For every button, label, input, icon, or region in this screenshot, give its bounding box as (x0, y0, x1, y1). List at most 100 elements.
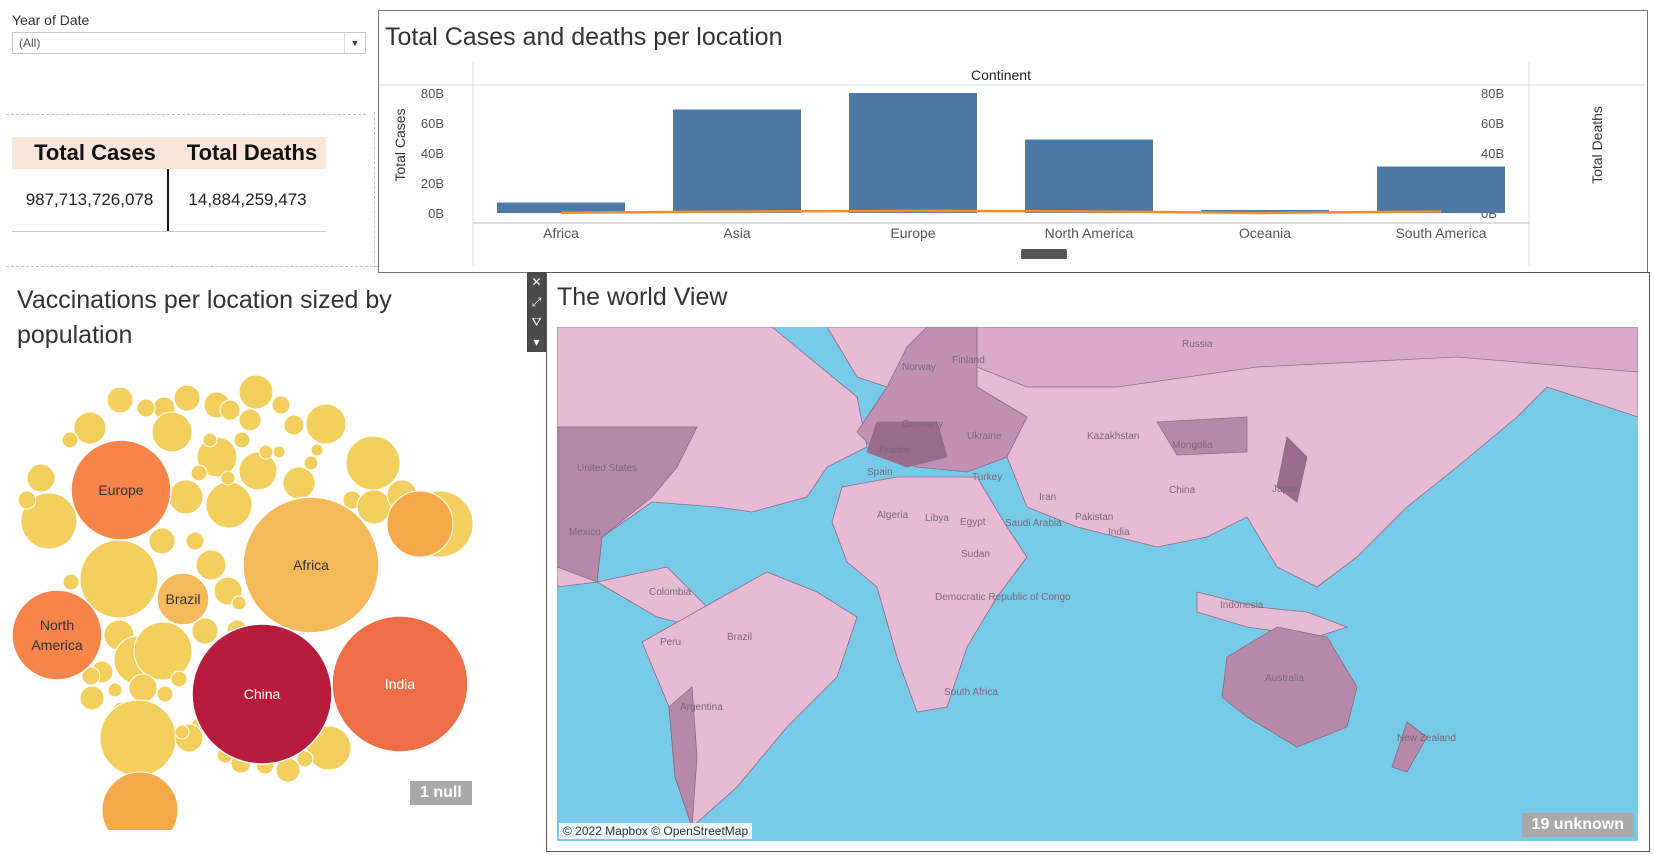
bubble[interactable] (296, 750, 314, 768)
bubble-india[interactable] (331, 615, 469, 753)
category-label: Asia (723, 225, 750, 241)
bubble[interactable] (26, 463, 56, 493)
bubble[interactable] (61, 431, 79, 449)
bubble[interactable] (107, 682, 123, 698)
bubble[interactable] (205, 481, 253, 529)
bubble[interactable] (305, 403, 347, 445)
more-options-icon[interactable]: ▾ (533, 335, 540, 349)
bubble[interactable] (233, 431, 251, 449)
line-total-deaths[interactable] (560, 209, 1442, 215)
bubble[interactable] (174, 724, 190, 740)
totals-value-row: 987,713,726,078 14,884,259,473 (12, 169, 326, 232)
bubble[interactable] (303, 455, 319, 471)
bubble[interactable] (195, 549, 227, 581)
bubble[interactable] (238, 374, 274, 410)
left-tick-label: 40B (421, 146, 444, 161)
right-tick-label: 40B (1481, 146, 1504, 161)
bubble[interactable] (310, 443, 324, 457)
bubble[interactable] (190, 464, 208, 482)
bar-chart-panel: Total Cases and deaths per location Cont… (378, 10, 1648, 273)
null-badge[interactable]: 1 null (410, 781, 472, 805)
bubble[interactable] (238, 408, 262, 432)
bubble[interactable] (156, 685, 174, 703)
right-tick-label: 60B (1481, 116, 1504, 131)
bubble[interactable] (196, 436, 238, 478)
bubble[interactable] (79, 685, 105, 711)
category-label: South America (1395, 225, 1486, 241)
bubble-north-america[interactable] (11, 589, 103, 681)
bar-total-cases[interactable] (849, 93, 977, 213)
resize-handle[interactable] (1021, 249, 1067, 259)
bubble[interactable] (173, 384, 201, 412)
bar-total-cases[interactable] (673, 109, 801, 214)
bubble[interactable] (168, 479, 204, 515)
bubble[interactable] (231, 595, 247, 611)
category-label: Europe (890, 225, 935, 241)
bubble[interactable] (170, 670, 188, 688)
left-tick-label: 80B (421, 86, 444, 101)
category-label: Africa (543, 225, 579, 241)
world-map[interactable]: Russia Norway Finland Germany France Spain Ukr… (557, 327, 1638, 841)
bubble[interactable] (151, 411, 193, 453)
map-panel: The world View (546, 272, 1650, 852)
bubble[interactable] (272, 445, 286, 459)
bubble[interactable] (202, 432, 218, 448)
bubble-brazil[interactable] (156, 572, 210, 626)
unknown-badge[interactable]: 19 unknown (1521, 813, 1634, 837)
bubble[interactable] (106, 386, 134, 414)
year-dropdown-value: (All) (19, 36, 41, 50)
bubble[interactable] (258, 444, 274, 460)
bubble-label: America (31, 637, 83, 653)
bubble[interactable] (17, 490, 37, 510)
bubble[interactable] (73, 411, 107, 445)
bubble[interactable] (345, 435, 401, 491)
bar-total-cases[interactable] (497, 202, 625, 214)
bar-chart-title: Total Cases and deaths per location (385, 23, 783, 51)
bubble[interactable] (219, 399, 241, 421)
filter-icon[interactable]: ⛛ (531, 315, 542, 329)
bubble[interactable] (238, 451, 278, 491)
bubble[interactable] (101, 771, 179, 830)
bubble[interactable] (271, 395, 291, 415)
bubble-europe[interactable] (70, 439, 172, 541)
bubble[interactable] (191, 617, 219, 645)
bubble-label: India (385, 676, 416, 692)
bar-chart: Continent Total Cases Total Deaths 80B 60… (379, 63, 1646, 266)
bubble[interactable] (185, 531, 205, 551)
bubble[interactable] (62, 573, 80, 591)
bar-total-cases[interactable] (1377, 166, 1505, 214)
bubble-label: Africa (293, 557, 329, 573)
bubble[interactable] (283, 414, 305, 436)
year-dropdown[interactable]: (All) ▼ (12, 32, 366, 54)
map-attribution[interactable]: © 2022 Mapbox © OpenStreetMap (559, 823, 753, 839)
total-cases-value[interactable]: 987,713,726,078 (12, 169, 169, 231)
sheet-toolbar: ✕ ⤢ ⛛ ▾ (527, 272, 546, 352)
bubble[interactable] (81, 666, 101, 686)
left-tick-label: 20B (421, 176, 444, 191)
bar-total-cases[interactable] (1025, 139, 1153, 214)
bubble[interactable] (386, 490, 454, 558)
bubble[interactable] (20, 492, 78, 550)
expand-icon[interactable]: ⤢ (531, 295, 542, 309)
totals-table: Total Cases Total Deaths 987,713,726,078… (12, 137, 326, 232)
chevron-down-icon[interactable]: ▼ (344, 33, 365, 53)
bar-total-cases[interactable] (1201, 210, 1329, 213)
bubble-africa[interactable] (242, 496, 380, 634)
total-deaths-value[interactable]: 14,884,259,473 (188, 190, 307, 209)
bubble[interactable] (128, 673, 158, 703)
close-icon[interactable]: ✕ (531, 275, 542, 289)
bubble[interactable] (282, 466, 316, 500)
bubble-label: North (40, 617, 74, 633)
bubble[interactable] (220, 470, 236, 486)
bubble-label: Europe (98, 482, 143, 498)
bubble[interactable] (136, 398, 156, 418)
bubble[interactable] (99, 699, 177, 777)
bubble[interactable] (356, 489, 392, 525)
right-tick-label: 80B (1481, 86, 1504, 101)
bubble[interactable] (133, 621, 193, 681)
totals-header-row: Total Cases Total Deaths (12, 137, 326, 169)
left-tick-label: 60B (421, 116, 444, 131)
category-label: Oceania (1239, 225, 1291, 241)
bubble[interactable] (148, 527, 176, 555)
bubble-label: Brazil (165, 591, 200, 607)
